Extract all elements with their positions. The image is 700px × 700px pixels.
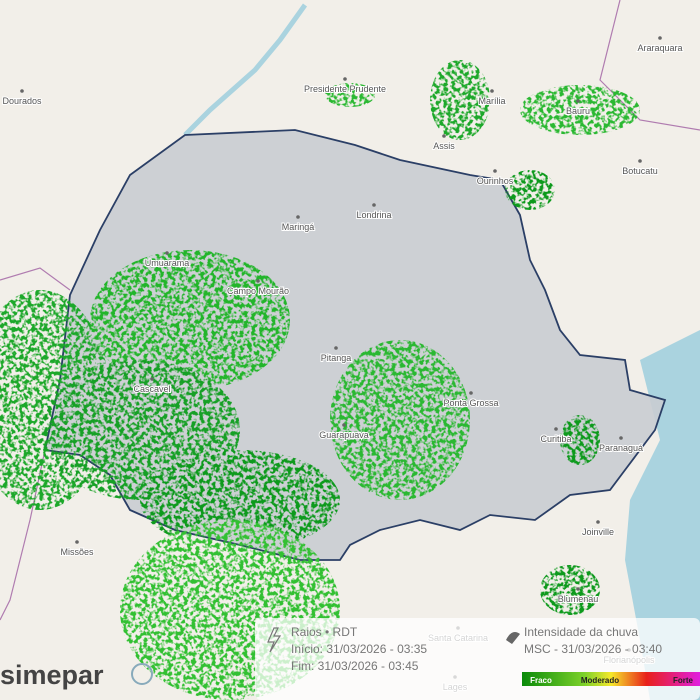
city-label: Presidente Prudente <box>304 84 386 94</box>
city-label: Joinville <box>582 527 614 537</box>
city-label: Marília <box>478 96 505 106</box>
legend-title: Raios • RDT <box>291 625 358 639</box>
scale-label: Fraco <box>530 676 552 685</box>
city-dot <box>490 89 494 93</box>
scale-label: Forte <box>673 676 694 685</box>
city-dot <box>165 251 169 255</box>
city-label: Ponta Grossa <box>443 398 498 408</box>
city-label: Ourinhos <box>477 176 514 186</box>
city-dot <box>554 427 558 431</box>
city-dot <box>576 99 580 103</box>
city-dot <box>296 215 300 219</box>
city-label: Bauru <box>566 106 590 116</box>
logo-mark <box>131 663 153 685</box>
city-label: Londrina <box>356 210 391 220</box>
legend-start: Início: 31/03/2026 - 03:35 <box>291 642 427 656</box>
city-dot <box>469 391 473 395</box>
legend-end: Fim: 31/03/2026 - 03:45 <box>291 659 419 673</box>
logo: simepar <box>0 660 104 690</box>
city-label: Pitanga <box>321 353 352 363</box>
ocean <box>625 330 700 700</box>
city-label: Assis <box>433 141 455 151</box>
scale-labels: Fraco Moderado Forte <box>530 676 693 685</box>
city-dot <box>576 587 580 591</box>
city-label: Dourados <box>2 96 42 106</box>
city-dot <box>493 169 497 173</box>
city-dot <box>372 203 376 207</box>
city-label: Missões <box>60 547 94 557</box>
lightning-icon <box>267 627 282 653</box>
legend-title: Intensidade da chuva <box>524 625 638 639</box>
city-label: Curitiba <box>540 434 571 444</box>
city-dot <box>442 134 446 138</box>
color-scale <box>522 672 700 686</box>
city-label: Umuarama <box>145 258 190 268</box>
city-label: Blumenau <box>558 594 599 604</box>
city-label: Maringá <box>282 222 315 232</box>
city-label: Campo Mourão <box>227 286 289 296</box>
city-label: Paranaguá <box>599 443 643 453</box>
city-dot <box>75 540 79 544</box>
city-dot <box>20 89 24 93</box>
city-dot <box>342 423 346 427</box>
city-dot <box>334 346 338 350</box>
city-dot <box>638 159 642 163</box>
legend-time: MSC - 31/03/2026 - 03:40 <box>524 642 662 656</box>
city-dot <box>256 279 260 283</box>
city-label: Araraquara <box>637 43 682 53</box>
city-dot <box>658 36 662 40</box>
city-dot <box>150 377 154 381</box>
scale-label: Moderado <box>581 676 619 685</box>
city-dot <box>596 520 600 524</box>
city-label: Guarapuava <box>319 430 369 440</box>
city-dot <box>619 436 623 440</box>
city-label: Botucatu <box>622 166 658 176</box>
city-label: Cascavel <box>133 384 170 394</box>
city-dot <box>343 77 347 81</box>
river <box>183 3 308 137</box>
rain-icon <box>506 632 520 644</box>
radar-rain <box>0 60 640 700</box>
